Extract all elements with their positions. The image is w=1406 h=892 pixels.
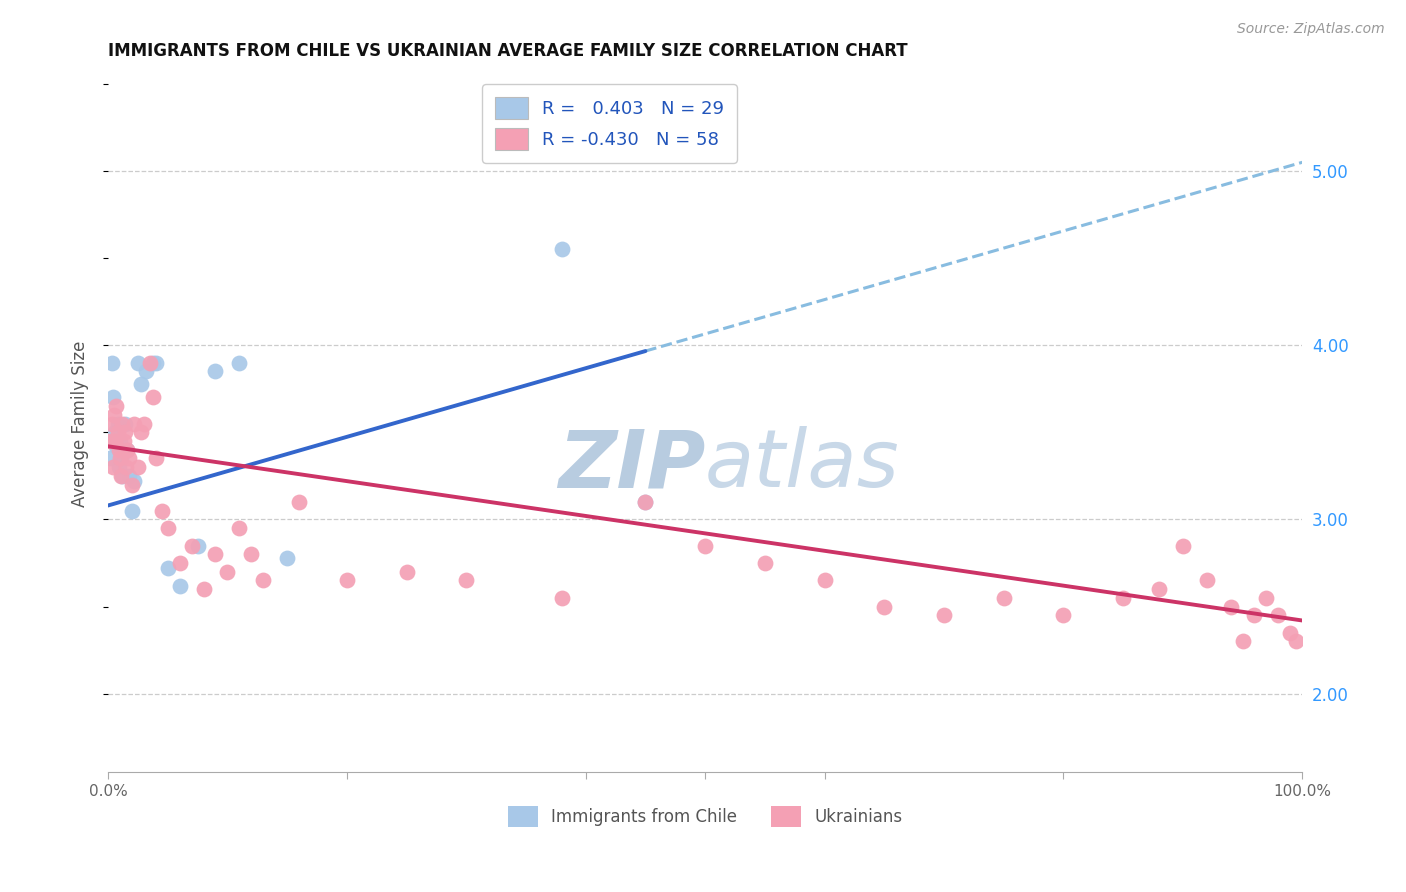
Point <box>1232 634 1254 648</box>
Point <box>103 434 125 448</box>
Point <box>1267 608 1289 623</box>
Text: atlas: atlas <box>704 426 900 505</box>
Point <box>1147 582 1170 596</box>
Point <box>204 547 226 561</box>
Point <box>156 521 179 535</box>
Point <box>142 356 165 370</box>
Point <box>111 469 134 483</box>
Point <box>114 417 136 431</box>
Point <box>107 460 129 475</box>
Point <box>105 439 128 453</box>
Point <box>115 442 138 457</box>
Point <box>127 460 149 475</box>
Point <box>112 434 135 448</box>
Point <box>145 356 167 370</box>
Point <box>240 547 263 561</box>
Point <box>114 425 136 440</box>
Point <box>156 561 179 575</box>
Point <box>107 425 129 440</box>
Point <box>169 556 191 570</box>
Point <box>1052 608 1074 623</box>
Point <box>288 495 311 509</box>
Point <box>693 539 716 553</box>
Point <box>100 356 122 370</box>
Point <box>180 539 202 553</box>
Point <box>118 469 141 483</box>
Point <box>634 495 657 509</box>
Point <box>395 565 418 579</box>
Point <box>145 451 167 466</box>
Point <box>103 408 125 422</box>
Point <box>142 391 165 405</box>
Point <box>551 591 574 605</box>
Point <box>252 574 274 588</box>
Point <box>1112 591 1135 605</box>
Point <box>122 417 145 431</box>
Point <box>115 460 138 475</box>
Point <box>135 364 157 378</box>
Point <box>193 582 215 596</box>
Point <box>100 451 122 466</box>
Legend: Immigrants from Chile, Ukrainians: Immigrants from Chile, Ukrainians <box>502 800 908 833</box>
Point <box>118 451 141 466</box>
Point <box>110 451 132 466</box>
Point <box>1279 625 1302 640</box>
Point <box>1285 634 1308 648</box>
Point <box>217 565 239 579</box>
Point <box>754 556 776 570</box>
Point <box>115 442 138 457</box>
Point <box>1171 539 1194 553</box>
Point <box>139 356 162 370</box>
Point <box>131 425 153 440</box>
Point <box>228 521 250 535</box>
Point <box>131 376 153 391</box>
Point <box>105 399 128 413</box>
Point <box>634 495 657 509</box>
Point <box>1219 599 1241 614</box>
Point <box>169 579 191 593</box>
Point <box>132 417 155 431</box>
Point <box>276 550 298 565</box>
Point <box>551 243 574 257</box>
Point <box>1256 591 1278 605</box>
Point <box>100 434 122 448</box>
Point <box>107 417 129 431</box>
Text: ZIP: ZIP <box>558 426 704 505</box>
Point <box>932 608 955 623</box>
Point <box>104 425 127 440</box>
Point <box>813 574 835 588</box>
Point <box>993 591 1015 605</box>
Point <box>187 539 209 553</box>
Point <box>101 460 124 475</box>
Point <box>111 417 134 431</box>
Point <box>204 364 226 378</box>
Point <box>127 356 149 370</box>
Point <box>108 434 131 448</box>
Point <box>228 356 250 370</box>
Point <box>122 474 145 488</box>
Point <box>110 469 132 483</box>
Point <box>104 434 127 448</box>
Text: Source: ZipAtlas.com: Source: ZipAtlas.com <box>1237 22 1385 37</box>
Point <box>101 391 124 405</box>
Text: IMMIGRANTS FROM CHILE VS UKRAINIAN AVERAGE FAMILY SIZE CORRELATION CHART: IMMIGRANTS FROM CHILE VS UKRAINIAN AVERA… <box>108 42 908 60</box>
Point <box>108 451 131 466</box>
Point <box>873 599 896 614</box>
Point <box>1195 574 1218 588</box>
Point <box>107 442 129 457</box>
Point <box>121 504 143 518</box>
Point <box>150 504 173 518</box>
Point <box>100 417 122 431</box>
Point <box>1243 608 1265 623</box>
Point <box>121 477 143 491</box>
Point <box>456 574 478 588</box>
Point <box>336 574 359 588</box>
Y-axis label: Average Family Size: Average Family Size <box>72 341 89 507</box>
